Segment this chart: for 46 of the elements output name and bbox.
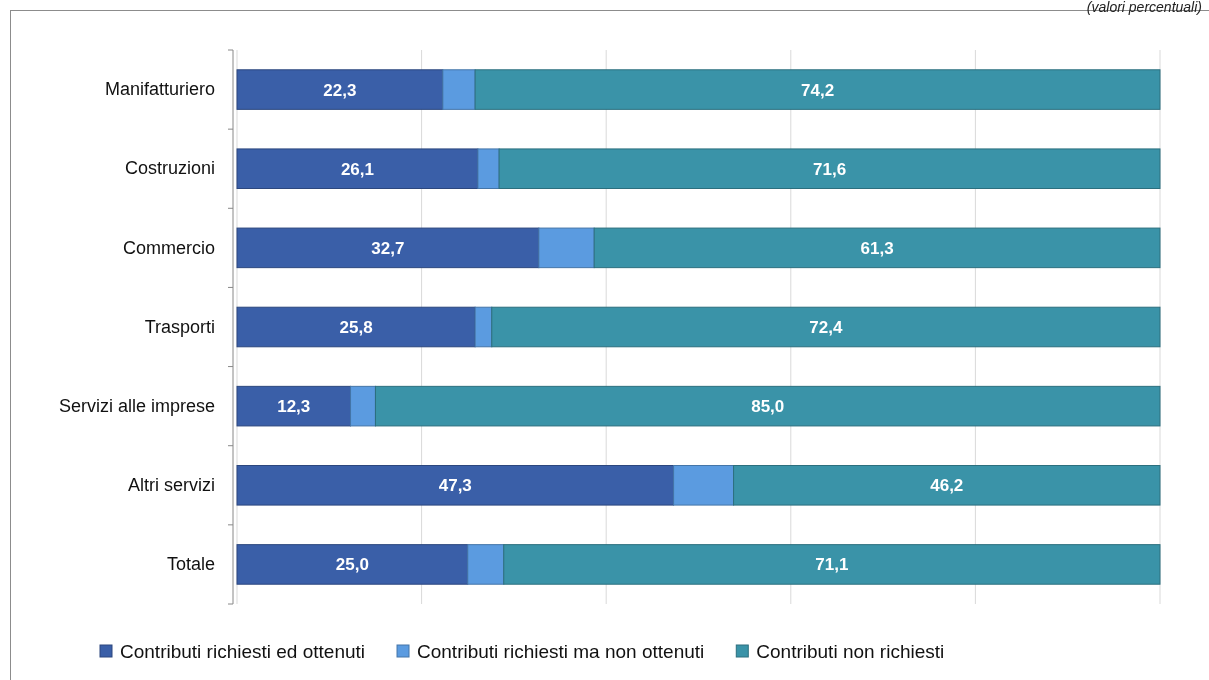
y-tick-label: Totale	[166, 554, 215, 575]
y-tick-label: Altri servizi	[127, 475, 215, 496]
y-tick-label: Trasporti	[144, 316, 215, 337]
bar	[474, 306, 493, 348]
y-tick-label: Manifatturiero	[104, 79, 215, 100]
legend-label: Contributi richiesti ma non ottenuti	[417, 640, 705, 662]
data-label: 71,1	[815, 555, 849, 575]
bar	[733, 465, 1161, 506]
bar	[236, 69, 444, 110]
bar	[236, 227, 540, 269]
data-label: 46,2	[930, 476, 964, 496]
data-label: 26,1	[340, 159, 374, 179]
data-label: 74,2	[801, 80, 835, 100]
bar	[236, 148, 479, 189]
bar	[498, 148, 1161, 189]
data-label: 61,3	[860, 238, 894, 258]
bar	[236, 306, 476, 348]
bar	[236, 385, 352, 427]
data-label: 85,0	[751, 397, 785, 417]
data-label: 47,3	[438, 476, 472, 496]
y-tick-label: Servizi alle imprese	[58, 395, 215, 416]
bar	[474, 69, 1161, 110]
text: (valori percentuali)	[1086, 0, 1202, 15]
bar	[538, 227, 595, 269]
y-tick-label: Costruzioni	[124, 158, 215, 179]
bar	[374, 385, 1161, 427]
y-tick-label: Commercio	[122, 237, 215, 258]
bar	[503, 544, 1161, 585]
bar	[477, 148, 500, 189]
bar	[236, 465, 675, 506]
bar	[350, 385, 376, 427]
bar	[673, 465, 735, 506]
bar	[442, 69, 476, 110]
bar	[593, 227, 1161, 269]
bar	[491, 306, 1161, 348]
bar	[236, 544, 469, 585]
data-label: 71,6	[813, 159, 847, 179]
legend-label: Contributi non richiesti	[756, 640, 945, 662]
data-label: 25,8	[339, 317, 373, 337]
data-label: 32,7	[371, 238, 405, 258]
legend-label: Contributi richiesti ed ottenuti	[120, 640, 366, 662]
data-label: 12,3	[277, 397, 311, 417]
data-label: 22,3	[323, 80, 357, 100]
data-label: 25,0	[335, 555, 369, 575]
bar	[467, 544, 505, 585]
data-label: 72,4	[809, 317, 843, 337]
